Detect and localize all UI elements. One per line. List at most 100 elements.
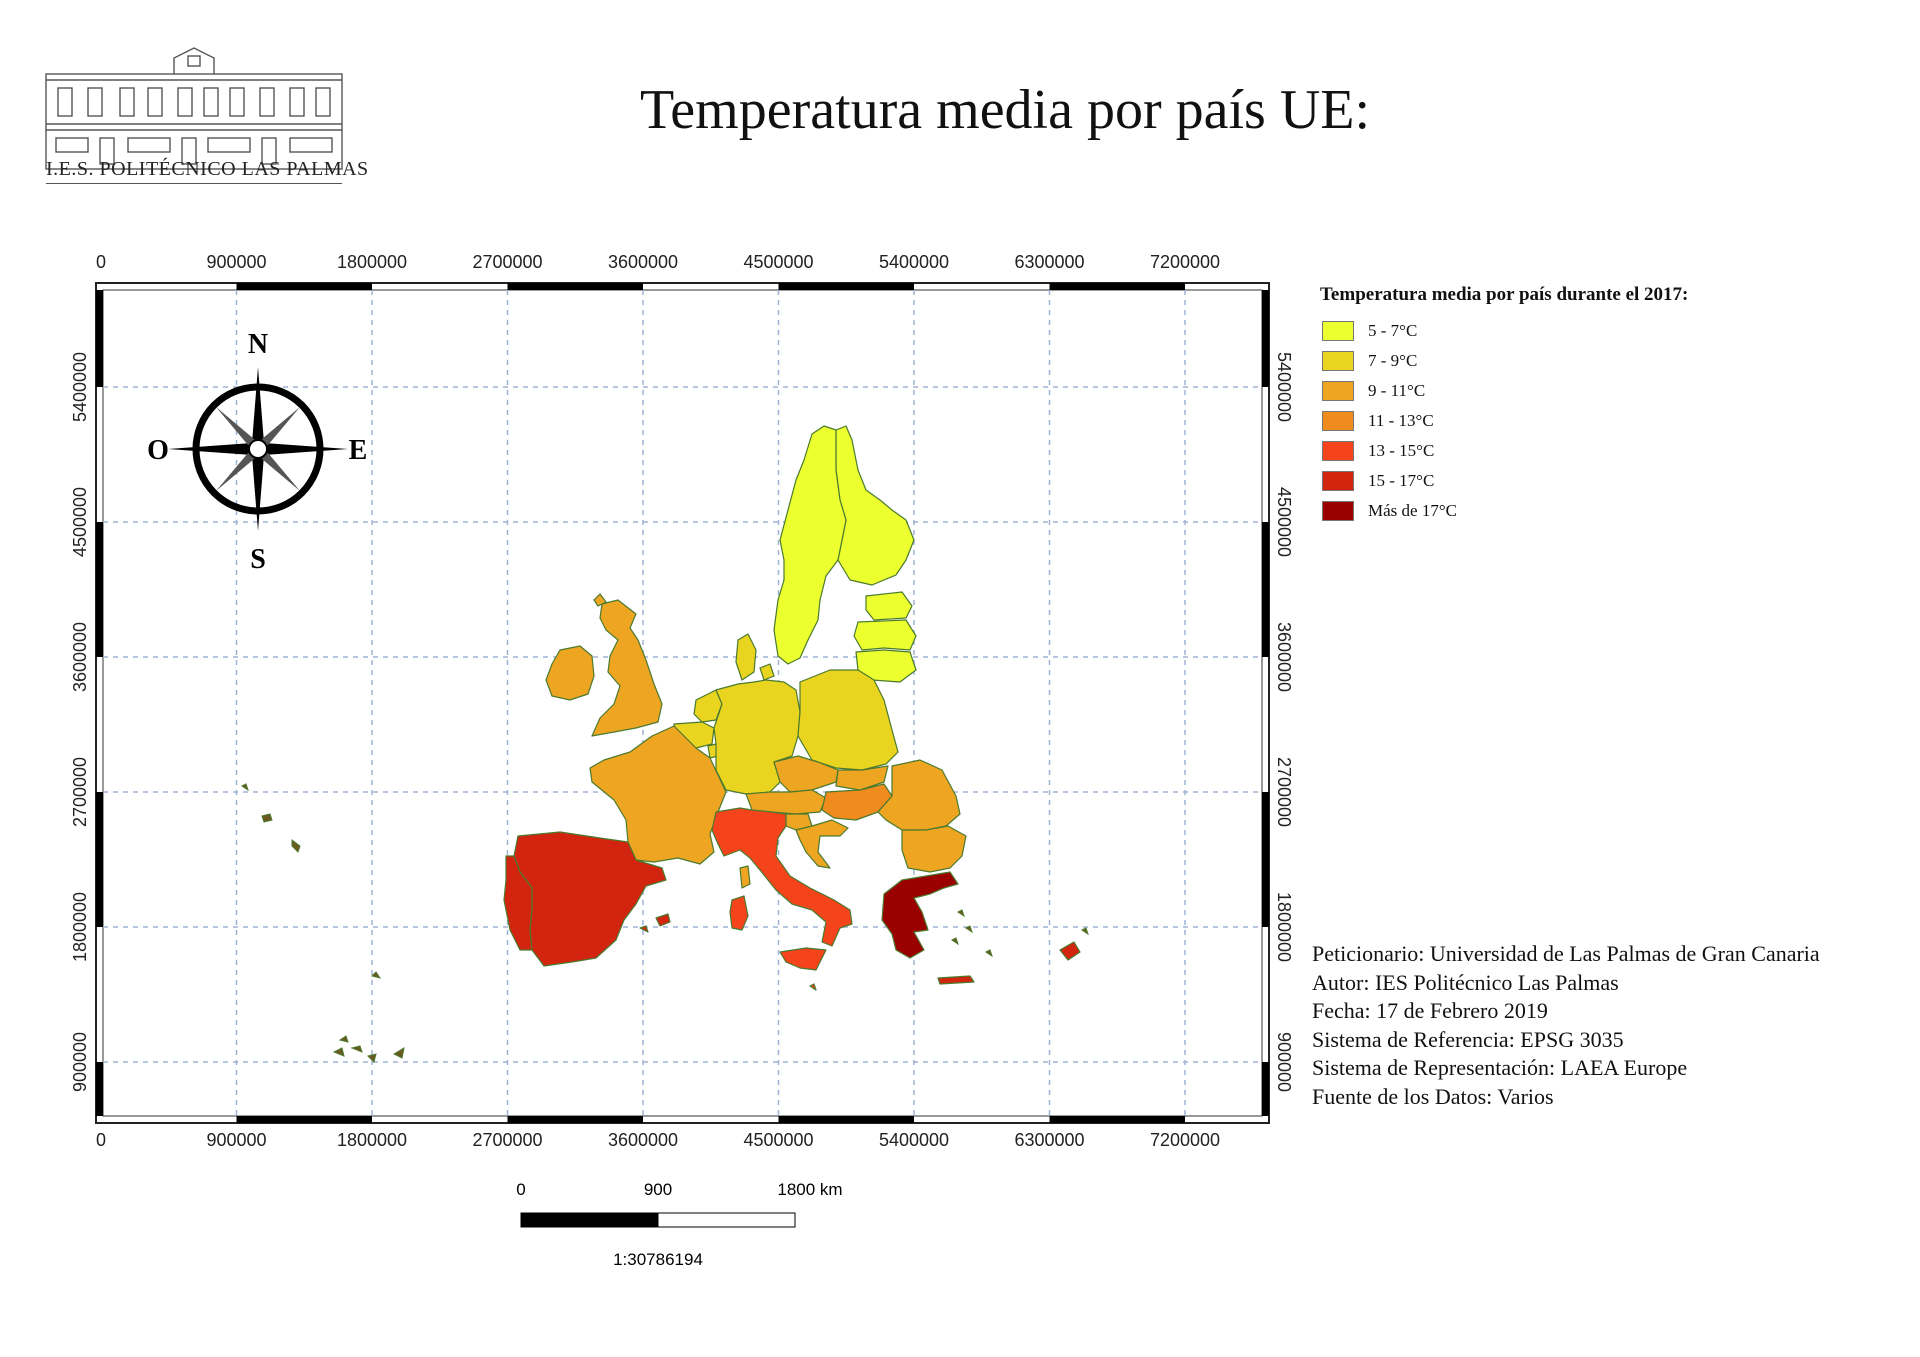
legend-item: 11 - 13°C: [1320, 406, 1688, 436]
island-canarias-3: [350, 1045, 363, 1053]
country-spain-balearic: [639, 913, 671, 933]
legend-item: 9 - 11°C: [1320, 376, 1688, 406]
island-azores-1: [241, 783, 249, 792]
legend-swatch: [1322, 411, 1354, 431]
y-tick-label-left: 3600000: [70, 622, 90, 692]
meta-fecha: Fecha: 17 de Febrero 2019: [1312, 998, 1548, 1023]
y-tick-label-right: 3600000: [1274, 622, 1294, 692]
country-greece-crete: [937, 975, 975, 985]
country-bulgaria: [901, 825, 967, 873]
country-uk: [591, 593, 663, 737]
country-italy-sicily: [779, 947, 827, 971]
scale-label-900: 900: [644, 1180, 672, 1199]
country-cyprus: [1059, 941, 1081, 961]
compass-east-label: E: [349, 435, 368, 466]
legend-items: 5 - 7°C 7 - 9°C 9 - 11°C 11 - 13°C 13 - 15°C…: [1320, 316, 1688, 526]
logo-divider: [46, 183, 342, 184]
country-denmark: [735, 633, 775, 681]
legend-label: 5 - 7°C: [1368, 321, 1418, 340]
legend-swatch: [1322, 441, 1354, 461]
y-tick-label-left: 1800000: [70, 892, 90, 962]
scale-label-0: 0: [516, 1180, 525, 1199]
frame-bar: [1049, 1116, 1185, 1123]
meta-fuente: Fuente de los Datos: Varios: [1312, 1083, 1554, 1109]
map-metadata: Peticionario: Universidad de Las Palmas …: [1312, 940, 1820, 1111]
country-poland: [797, 669, 899, 771]
legend-swatch: [1322, 381, 1354, 401]
frame-bar: [236, 1116, 372, 1123]
y-tick-label-left: 2700000: [70, 757, 90, 827]
frame-bar: [507, 1116, 643, 1123]
scale-label-1800: 1800 km: [777, 1180, 842, 1199]
x-tick-label: 900000: [206, 1130, 266, 1150]
island-madeira: [371, 971, 382, 979]
frame-bar: [1262, 522, 1269, 657]
frame-bar: [1262, 792, 1269, 927]
meta-sistema-representacion: Sistema de Representación: LAEA Europe: [1312, 1055, 1688, 1080]
island-aegean: [951, 909, 1089, 958]
school-logo: [45, 47, 343, 170]
frame-bar: [96, 792, 103, 927]
y-tick-label-left: 5400000: [70, 352, 90, 422]
country-greece: [881, 871, 959, 959]
legend-item: 7 - 9°C: [1320, 346, 1688, 376]
frame-bar: [1262, 290, 1269, 387]
x-tick-label: 6300000: [1014, 1130, 1084, 1150]
frame-bar: [1262, 1062, 1269, 1116]
x-tick-label: 2700000: [472, 1130, 542, 1150]
x-tick-label: 3600000: [608, 252, 678, 272]
grid-labels: 0 0 900000 900000 1800000 1800000 2700000 27000…: [70, 252, 1294, 1150]
x-tick-label: 3600000: [608, 1130, 678, 1150]
x-tick-label: 7200000: [1150, 252, 1220, 272]
legend-label: 9 - 11°C: [1368, 381, 1426, 400]
x-tick-label: 6300000: [1014, 252, 1084, 272]
legend-label: 15 - 17°C: [1368, 471, 1435, 490]
countries: [503, 425, 1081, 991]
north-arrow: N S E O: [147, 329, 367, 575]
country-ireland: [545, 645, 595, 701]
island-azores-3: [291, 839, 301, 853]
x-tick-label: 4500000: [743, 252, 813, 272]
country-portugal: [503, 855, 533, 951]
legend-item: Más de 17°C: [1320, 496, 1688, 526]
logo-caption: I.E.S. POLITÉCNICO LAS PALMAS: [46, 158, 369, 180]
legend-label: 11 - 13°C: [1368, 411, 1434, 430]
y-tick-label-right: 1800000: [1274, 892, 1294, 962]
legend-swatch: [1322, 351, 1354, 371]
island-canarias-5: [392, 1046, 405, 1059]
x-tick-label: 2700000: [472, 252, 542, 272]
meta-peticionario: Peticionario: Universidad de Las Palmas …: [1312, 941, 1820, 966]
legend-label: 13 - 15°C: [1368, 441, 1435, 460]
country-croatia: [795, 819, 849, 869]
compass-south-label: S: [250, 544, 266, 575]
page-title: Temperatura media por país UE:: [640, 79, 1371, 141]
frame-bar: [96, 1062, 103, 1116]
x-tick-label: 7200000: [1150, 1130, 1220, 1150]
frame-bar: [236, 283, 372, 290]
country-france-corsica: [739, 865, 751, 889]
country-france: [589, 725, 727, 865]
legend-item: 15 - 17°C: [1320, 466, 1688, 496]
x-tick-label: 900000: [206, 252, 266, 272]
island-canarias-1: [338, 1035, 349, 1043]
scale-ratio: 1:30786194: [613, 1250, 703, 1269]
legend-swatch: [1322, 501, 1354, 521]
compass-north-label: N: [248, 329, 268, 360]
legend: Temperatura media por país durante el 20…: [1320, 284, 1688, 526]
x-tick-label: 0: [96, 252, 106, 272]
legend-label: Más de 17°C: [1368, 501, 1457, 520]
country-italy: [711, 807, 853, 947]
legend-swatch: [1322, 471, 1354, 491]
y-tick-label-right: 5400000: [1274, 352, 1294, 422]
x-tick-label: 1800000: [337, 252, 407, 272]
x-tick-label: 4500000: [743, 1130, 813, 1150]
country-malta: [809, 983, 817, 991]
frame-bar: [507, 283, 643, 290]
map-inner-frame: [102, 289, 1263, 1117]
x-tick-label: 1800000: [337, 1130, 407, 1150]
scale-bar: 0 900 1800 km 1:30786194: [516, 1180, 842, 1269]
frame-ticks: [96, 283, 1269, 1123]
frame-bar: [96, 522, 103, 657]
meta-sistema-referencia: Sistema de Referencia: EPSG 3035: [1312, 1026, 1624, 1052]
